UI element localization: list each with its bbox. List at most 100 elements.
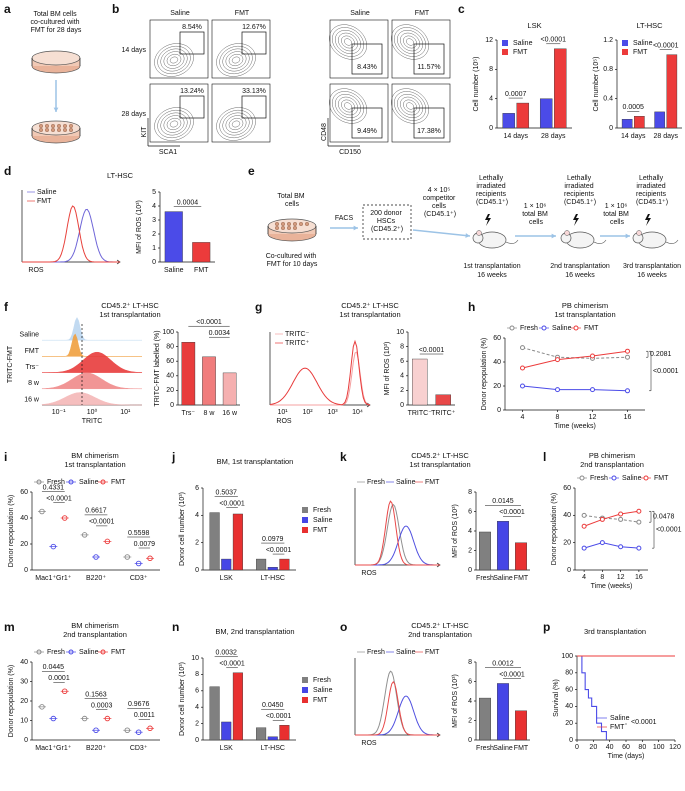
- y-tick-label: 40: [565, 703, 573, 710]
- p-value: <0.0001: [541, 37, 567, 44]
- x-axis-label: Time (days): [608, 753, 645, 760]
- schematic-text: 1 × 10⁶ total BM cells: [522, 203, 550, 226]
- y-tick-label: 80: [166, 343, 174, 350]
- cell: [45, 127, 50, 132]
- contour: [338, 32, 358, 52]
- x-tick-label: FMT: [514, 575, 529, 582]
- x-tick-label: 16: [635, 574, 643, 581]
- panel-subtitle: 1st transplantation: [339, 310, 400, 319]
- legend-label: FMT: [610, 724, 625, 731]
- bar: [222, 372, 237, 406]
- cell: [281, 225, 286, 230]
- y-tick-label: 0: [609, 125, 613, 132]
- p-bracket: [646, 350, 649, 358]
- legend-swatch: [622, 49, 628, 55]
- chart-title: LSK: [527, 21, 541, 30]
- legend-marker: [541, 325, 547, 331]
- x-axis-label: ROS: [28, 267, 44, 274]
- x-tick-label: 120: [669, 744, 681, 751]
- donor-box: [362, 204, 412, 240]
- cell: [39, 123, 44, 128]
- y-axis-label: MFI of ROS (10³): [452, 504, 459, 558]
- bar: [539, 98, 553, 129]
- y-tick-label: 10: [396, 329, 404, 336]
- bar: [634, 116, 645, 129]
- p-value: 0.5037: [216, 489, 238, 496]
- y-axis-label: Survival (%): [553, 679, 560, 717]
- axis-label: KIT: [141, 126, 148, 138]
- dot: [81, 715, 88, 722]
- legend-marker: [36, 479, 42, 485]
- x-tick-label: 40: [606, 744, 614, 751]
- x-tick-label: 8: [600, 574, 604, 581]
- x-tick-label: 4: [521, 414, 525, 421]
- contour: [391, 24, 429, 60]
- panel-title: CD45.2⁺ LT-HSC: [411, 621, 469, 630]
- legend-swatch: [302, 507, 308, 513]
- legend-label: Saline: [37, 189, 57, 196]
- y-tick-label: 10: [20, 717, 28, 724]
- ridge-curve: [42, 351, 143, 373]
- p-value: 0.0450: [262, 702, 284, 709]
- legend-label: Fresh: [590, 475, 608, 482]
- p-value: 0.0979: [262, 536, 284, 543]
- y-tick-label: 20: [565, 720, 573, 727]
- bar: [515, 710, 527, 741]
- ridge-curve: [42, 316, 142, 341]
- bar: [221, 558, 232, 571]
- p-bracket: [649, 510, 652, 523]
- point: [520, 383, 525, 389]
- bar: [666, 54, 678, 129]
- point: [636, 545, 642, 551]
- cell: [57, 123, 62, 128]
- panel-title: 3rd transplantation: [584, 627, 646, 636]
- histogram-curve: [355, 680, 440, 736]
- bar: [515, 542, 527, 571]
- column-header: Saline: [350, 10, 370, 17]
- lightning: [573, 214, 579, 226]
- y-tick-label: 60: [20, 489, 28, 496]
- panel-title: BM chimerism: [71, 621, 119, 630]
- p-value: 0.0001: [48, 675, 70, 682]
- histogram-curve: [269, 339, 371, 406]
- point: [599, 516, 605, 522]
- y-tick-label: 30: [20, 678, 28, 685]
- histogram-curve: [355, 500, 440, 566]
- panel-title: BM, 1st transplantation: [217, 457, 294, 466]
- legend-label: Saline: [610, 715, 630, 722]
- x-tick-label: LSK: [220, 575, 234, 582]
- dot: [61, 515, 68, 521]
- contour: [403, 35, 417, 49]
- y-tick-label: 2: [400, 387, 404, 394]
- bar: [181, 342, 196, 406]
- panel-subtitle: 1st transplantation: [64, 460, 125, 469]
- y-tick-label: 4: [195, 704, 199, 711]
- schematic-text: 16 weeks: [477, 272, 507, 279]
- x-tick-label: 10⁻¹: [52, 409, 66, 416]
- mouse-tail: [505, 239, 519, 244]
- dish-top: [31, 120, 81, 136]
- x-tick-label: 8: [556, 414, 560, 421]
- x-tick-label: 80: [638, 744, 646, 751]
- contour: [228, 53, 244, 67]
- panel-letter: f: [4, 300, 9, 314]
- x-tick-label: 10²: [302, 409, 313, 416]
- cell: [287, 221, 292, 226]
- y-tick-label: 4: [152, 203, 156, 210]
- dot: [124, 554, 131, 560]
- p-value: 0.0079: [134, 541, 156, 548]
- y-tick-label: 8: [489, 66, 493, 73]
- mouse-ear: [636, 230, 642, 236]
- gate: [413, 107, 445, 139]
- p-value: <0.0001: [419, 347, 445, 354]
- contour: [163, 51, 185, 69]
- y-tick-label: 40: [166, 373, 174, 380]
- legend-swatch: [302, 677, 308, 683]
- arrow-head: [625, 233, 630, 239]
- gate: [413, 43, 445, 75]
- x-tick-label: Mac1⁺Gr1⁺: [35, 575, 71, 582]
- y-tick-label: 100: [162, 329, 174, 336]
- dot: [81, 532, 88, 538]
- p-value: 0.0478: [653, 514, 675, 521]
- bar: [192, 242, 211, 263]
